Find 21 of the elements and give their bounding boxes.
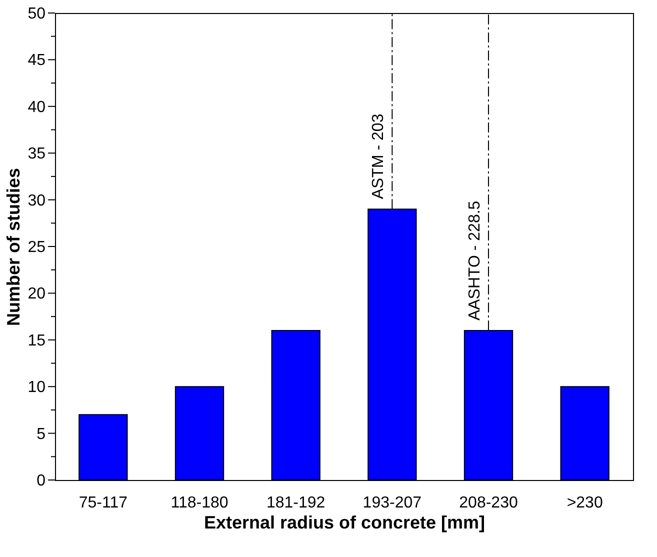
y-tick-label: 45 (28, 52, 46, 70)
y-tick-label: 40 (28, 98, 46, 116)
x-tick-label: >230 (566, 494, 603, 512)
y-tick-label: 10 (28, 379, 46, 396)
y-tick-label: 50 (28, 6, 46, 22)
ref-line-label: AASHTO - 228.5 (466, 200, 484, 321)
y-tick-label: 15 (28, 332, 46, 350)
ref-line-label: ASTM - 203 (370, 114, 388, 200)
x-axis-title: External radius of concrete [mm] (204, 512, 486, 532)
x-tick-label: 208-230 (459, 494, 518, 512)
y-tick-label: 5 (36, 426, 46, 443)
y-axis-title: Number of studies (4, 168, 24, 326)
y-tick-label: 25 (28, 239, 46, 256)
x-tick-label: 75-117 (78, 494, 128, 512)
y-tick-label: 30 (28, 192, 46, 210)
y-tick-label: 20 (28, 286, 46, 303)
x-tick-label: 181-192 (266, 494, 326, 512)
y-tick-label: 35 (28, 146, 46, 163)
x-tick-label: 118-180 (170, 494, 228, 512)
y-tick-label: 0 (36, 472, 46, 490)
x-tick-label: 193-207 (362, 494, 422, 512)
